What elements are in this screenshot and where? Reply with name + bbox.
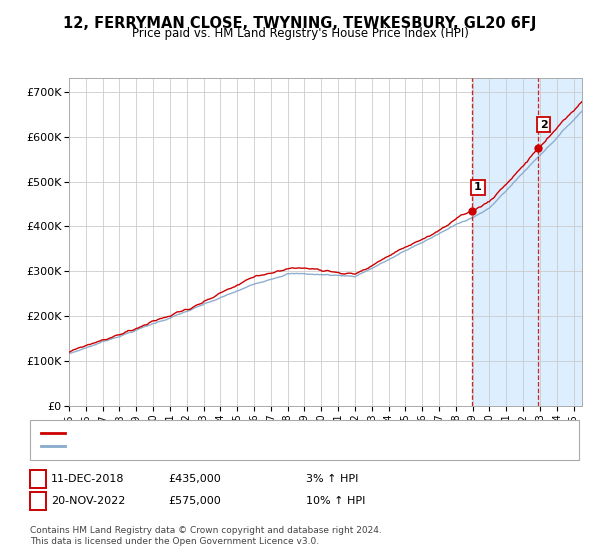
Text: £435,000: £435,000: [168, 474, 221, 484]
Text: 12, FERRYMAN CLOSE, TWYNING, TEWKESBURY, GL20 6FJ (detached house): 12, FERRYMAN CLOSE, TWYNING, TEWKESBURY,…: [68, 428, 461, 438]
Text: 12, FERRYMAN CLOSE, TWYNING, TEWKESBURY, GL20 6FJ: 12, FERRYMAN CLOSE, TWYNING, TEWKESBURY,…: [64, 16, 536, 31]
Text: HPI: Average price, detached house, Tewkesbury: HPI: Average price, detached house, Tewk…: [68, 441, 322, 451]
Text: 1: 1: [34, 474, 41, 484]
Text: 20-NOV-2022: 20-NOV-2022: [51, 496, 125, 506]
Text: £575,000: £575,000: [168, 496, 221, 506]
Text: 2: 2: [34, 496, 41, 506]
Text: 10% ↑ HPI: 10% ↑ HPI: [306, 496, 365, 506]
Text: 3% ↑ HPI: 3% ↑ HPI: [306, 474, 358, 484]
Text: 1: 1: [474, 183, 482, 193]
Text: 2: 2: [540, 120, 548, 129]
Text: 11-DEC-2018: 11-DEC-2018: [51, 474, 125, 484]
Text: Contains HM Land Registry data © Crown copyright and database right 2024.
This d: Contains HM Land Registry data © Crown c…: [30, 526, 382, 546]
Bar: [472, 78, 582, 406]
Text: Price paid vs. HM Land Registry's House Price Index (HPI): Price paid vs. HM Land Registry's House …: [131, 27, 469, 40]
